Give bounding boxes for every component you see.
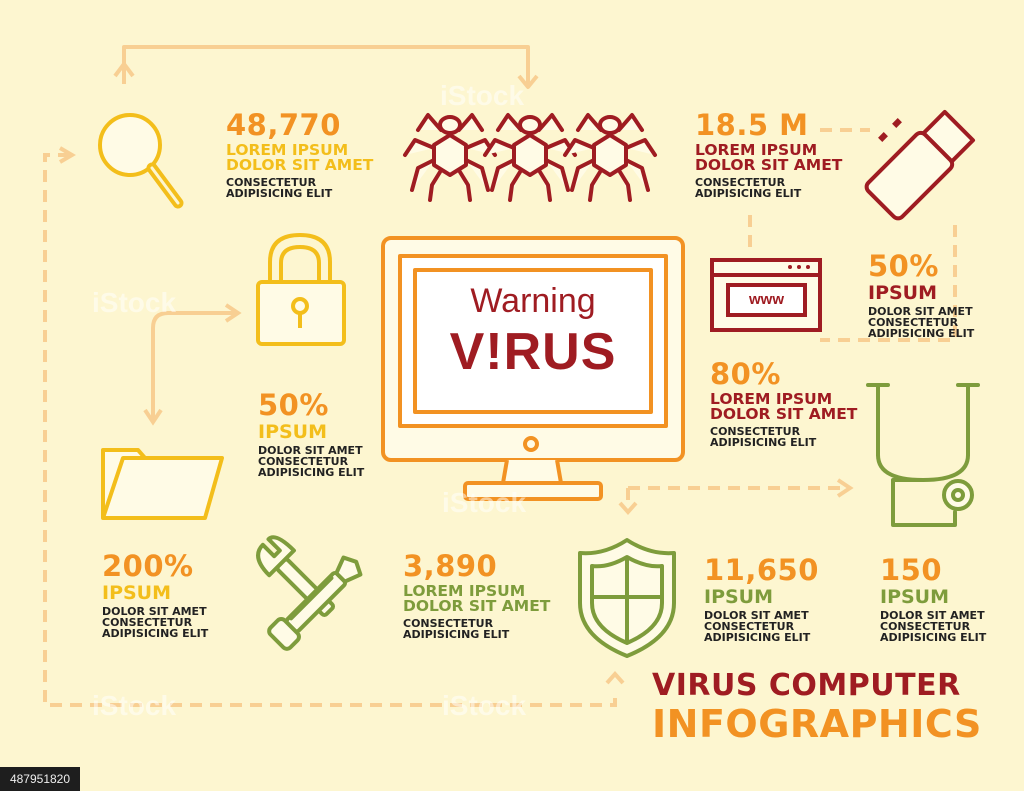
stat-desc: ADIPISICING ELIT [704, 631, 811, 645]
usb-drive-icon [864, 109, 976, 221]
top-connector-arrow [113, 45, 539, 89]
stat-value: 18.5 M [695, 108, 809, 142]
spider-icon [563, 113, 657, 202]
watermark: iStock [92, 690, 177, 721]
magnifier-icon [98, 113, 184, 209]
stat-value: 50% [258, 388, 329, 422]
screen-warning-text: Warning [470, 282, 596, 320]
watermark: iStock [442, 690, 527, 721]
stat-label: DOLOR SIT AMET [403, 597, 551, 616]
spider-icon [403, 113, 497, 202]
screen-virus-text: V!RUS [449, 323, 617, 381]
stat-desc: DOLOR SIT AMET [258, 443, 363, 457]
stethoscope-arrowhead [836, 478, 854, 498]
stat-label: IPSUM [880, 585, 950, 608]
stat-desc: ADIPISICING ELIT [880, 631, 987, 645]
stat-desc: ADIPISICING ELIT [226, 187, 333, 201]
stat-label: IPSUM [868, 281, 938, 304]
stat-desc: CONSECTETUR [710, 425, 801, 439]
stat-value: 11,650 [704, 553, 819, 587]
stat-label: IPSUM [258, 420, 328, 443]
stat-block-2: 18.5 M LOREM IPSUM DOLOR SIT AMET CONSEC… [695, 108, 843, 201]
stat-desc: CONSECTETUR [403, 617, 494, 631]
stat-desc: DOLOR SIT AMET [880, 608, 985, 622]
tools-icon [256, 535, 363, 651]
stat-desc: ADIPISICING ELIT [868, 327, 975, 341]
padlock-icon [256, 232, 346, 346]
loop-arrowhead-bottom [605, 670, 625, 685]
stat-value: 50% [868, 249, 939, 283]
stat-desc: ADIPISICING ELIT [403, 628, 510, 642]
stat-desc: CONSECTETUR [102, 616, 193, 630]
left-dashed-loop [43, 153, 617, 707]
stat-desc: DOLOR SIT AMET [704, 608, 809, 622]
stat-value: 3,890 [403, 549, 498, 583]
stat-label: LOREM IPSUM [710, 389, 833, 408]
stat-block-9: 150 IPSUM DOLOR SIT AMET CONSECTETUR ADI… [880, 553, 987, 645]
stethoscope-icon [866, 383, 980, 527]
stat-label: LOREM IPSUM [695, 140, 818, 159]
stat-desc: ADIPISICING ELIT [710, 436, 817, 450]
stat-label: IPSUM [102, 581, 172, 604]
stat-value: 200% [102, 549, 194, 583]
stat-desc: CONSECTETUR [704, 620, 795, 634]
stat-desc: CONSECTETUR [695, 176, 786, 190]
stat-desc: CONSECTETUR [868, 316, 959, 330]
infographic-title-line2: INFOGRAPHICS [652, 702, 982, 746]
loop-arrowhead-top [58, 146, 76, 164]
infographic-title-line1: VIRUS COMPUTER [652, 668, 961, 703]
stat-label: LOREM IPSUM [226, 140, 349, 159]
stat-desc: CONSECTETUR [258, 455, 349, 469]
stat-desc: ADIPISICING ELIT [258, 466, 365, 480]
computer-monitor-icon [381, 236, 685, 501]
stat-block-4: 50% IPSUM DOLOR SIT AMET CONSECTETUR ADI… [258, 388, 365, 480]
stat-label: IPSUM [704, 585, 774, 608]
stat-label: DOLOR SIT AMET [226, 156, 374, 175]
stat-desc: DOLOR SIT AMET [868, 304, 973, 318]
stat-label: LOREM IPSUM [403, 581, 526, 600]
shield-arrowhead [618, 501, 638, 516]
folder-icon [101, 448, 224, 520]
stat-block-6: 200% IPSUM DOLOR SIT AMET CONSECTETUR AD… [102, 549, 209, 641]
browser-www-label: www [748, 291, 784, 308]
watermark: iStock [440, 80, 525, 111]
stat-label: DOLOR SIT AMET [710, 405, 858, 424]
stat-block-7: 3,890 LOREM IPSUM DOLOR SIT AMET CONSECT… [403, 549, 551, 642]
lock-folder-connector [143, 303, 242, 426]
shield-icon [578, 538, 676, 658]
watermark: iStock [92, 287, 177, 318]
stat-block-5: 80% LOREM IPSUM DOLOR SIT AMET CONSECTET… [710, 357, 858, 450]
right-dashed-connectors [626, 128, 957, 505]
browser-window-icon [710, 258, 822, 332]
watermark: iStock [442, 487, 527, 518]
stat-block-1: 48,770 LOREM IPSUM DOLOR SIT AMET CONSEC… [226, 108, 374, 201]
stat-desc: CONSECTETUR [226, 176, 317, 190]
image-id-credit: 487951820 [0, 767, 80, 791]
stat-desc: ADIPISICING ELIT [695, 187, 802, 201]
stat-block-3: 50% IPSUM DOLOR SIT AMET CONSECTETUR ADI… [868, 249, 975, 341]
stat-value: 80% [710, 357, 781, 391]
stat-desc: ADIPISICING ELIT [102, 627, 209, 641]
stat-desc: DOLOR SIT AMET [102, 604, 207, 618]
stat-label: DOLOR SIT AMET [695, 156, 843, 175]
stat-value: 150 [880, 553, 943, 587]
stat-desc: CONSECTETUR [880, 620, 971, 634]
stat-block-8: 11,650 IPSUM DOLOR SIT AMET CONSECTETUR … [704, 553, 819, 645]
stat-value: 48,770 [226, 108, 341, 142]
spider-icon [483, 113, 577, 202]
